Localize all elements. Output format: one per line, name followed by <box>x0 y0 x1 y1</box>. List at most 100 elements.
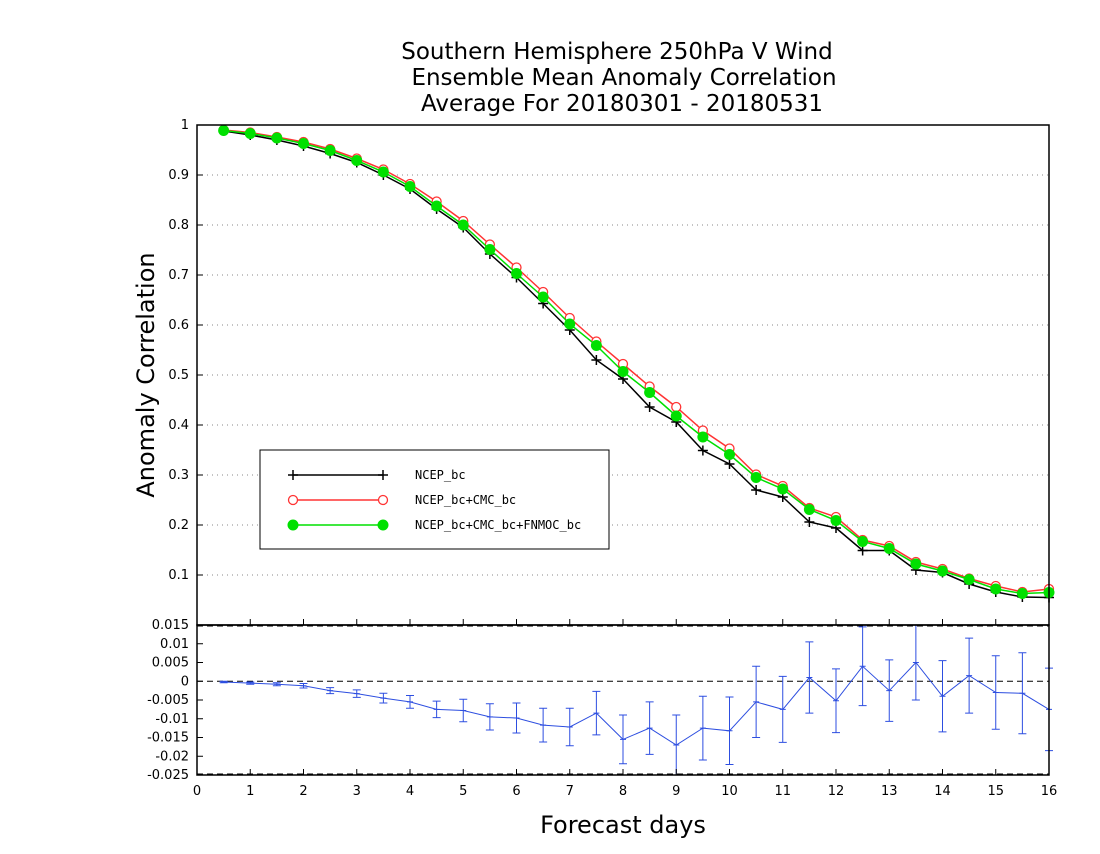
x-tick-label: 12 <box>828 784 845 799</box>
chart-title-line-2: Ensemble Mean Anomaly Correlation <box>411 65 836 91</box>
series-point <box>857 545 868 556</box>
error-bar <box>938 660 947 733</box>
top-y-tick-label: 0.7 <box>168 268 189 283</box>
x-tick-label: 5 <box>459 784 467 799</box>
legend-marker-right <box>377 519 389 531</box>
x-tick-label: 7 <box>566 784 574 799</box>
error-bar <box>885 659 894 722</box>
series-point <box>883 543 895 554</box>
series-point <box>404 181 416 192</box>
bottom-plot-series <box>219 624 1053 776</box>
series-point <box>670 410 682 422</box>
error-bar <box>432 700 441 719</box>
chart-title-line-1: Southern Hemisphere 250hPa V Wind <box>401 39 832 65</box>
series-point <box>484 244 496 255</box>
series-point <box>644 402 655 412</box>
legend: NCEP_bc NCEP_bc+CMC_bc NCEP_bc+CMC_bc+FNMO… <box>259 449 610 550</box>
top-y-tick-label: 0.6 <box>168 318 189 333</box>
error-bar <box>965 637 974 714</box>
error-bar <box>778 675 787 743</box>
bottom-y-tick-label: -0.015 <box>147 731 189 746</box>
series-point <box>697 431 709 443</box>
series-point <box>271 132 283 144</box>
legend-marker-right <box>378 470 388 480</box>
series-point <box>244 128 256 139</box>
legend-items: NCEP_bc NCEP_bc+CMC_bc NCEP_bc+CMC_bc+FNMO… <box>287 468 581 532</box>
error-bar <box>1018 652 1027 735</box>
bottom-y-tick-label: 0.015 <box>152 618 189 633</box>
error-bar <box>379 692 388 704</box>
bottom-y-tick-label: -0.005 <box>147 693 189 708</box>
series-point <box>671 401 682 413</box>
error-bar <box>246 681 255 685</box>
series-point <box>564 318 576 330</box>
series-point <box>431 200 443 212</box>
error-bar <box>485 703 494 731</box>
series-point <box>937 565 948 577</box>
error-bar <box>832 668 840 734</box>
series-point <box>457 219 469 231</box>
difference-series <box>219 624 1053 776</box>
x-tick-label: 2 <box>299 784 307 799</box>
series-point <box>511 268 522 279</box>
legend-marker-right <box>377 494 389 506</box>
series-point <box>697 445 708 456</box>
x-tick-label: 4 <box>406 784 414 799</box>
series-point <box>857 536 869 547</box>
difference-line <box>223 661 1050 746</box>
top-plot-series <box>218 124 1055 603</box>
error-bar <box>512 702 521 734</box>
error-bar <box>326 687 335 695</box>
top-y-tick-label: 0.5 <box>168 368 189 383</box>
series-point <box>963 574 975 585</box>
x-tick-label: 11 <box>774 784 791 799</box>
legend-marker-left <box>288 470 298 480</box>
error-bar <box>299 683 308 689</box>
error-bar <box>698 695 707 761</box>
series-point <box>218 125 230 136</box>
error-bar <box>219 680 228 684</box>
error-bar <box>805 641 814 714</box>
error-bar <box>991 655 1000 730</box>
error-bar <box>619 714 627 765</box>
legend-marker-left <box>287 519 299 531</box>
legend-label: NCEP_bc <box>415 468 466 482</box>
chart-title-line-3: Average For 20180301 - 20180531 <box>421 91 823 117</box>
x-axis-title: Forecast days <box>540 811 706 839</box>
bottom-y-tick-label: -0.01 <box>155 712 189 727</box>
top-y-tick-label: 0.2 <box>168 518 189 533</box>
error-bar <box>858 626 867 707</box>
series-point <box>804 517 815 527</box>
top-plot-y-axis: 0.1 0.2 0.3 0.4 0.5 0.6 0.7 0.8 0.9 1 <box>168 118 203 583</box>
x-tick-label: 16 <box>1041 784 1058 799</box>
x-tick-label: 8 <box>619 784 627 799</box>
y-axis-title: Anomaly Correlation <box>132 252 160 497</box>
series-point <box>324 145 336 156</box>
bottom-y-tick-label: -0.02 <box>155 749 189 764</box>
series-point <box>537 291 549 303</box>
x-tick-label: 10 <box>721 784 738 799</box>
series-point <box>617 366 629 377</box>
top-y-tick-label: 0.3 <box>168 468 189 483</box>
top-y-tick-label: 0.9 <box>168 168 189 183</box>
error-bar <box>645 701 654 755</box>
top-y-tick-label: 0.4 <box>168 418 189 433</box>
bottom-y-tick-label: 0.005 <box>152 656 189 671</box>
series-point <box>803 504 815 515</box>
x-tick-label: 14 <box>934 784 951 799</box>
series-point <box>910 558 922 570</box>
series-point <box>377 166 389 178</box>
legend-item-1: NCEP_bc+CMC_bc <box>287 493 516 507</box>
legend-item-0: NCEP_bc <box>288 468 466 482</box>
series-point <box>724 459 735 469</box>
legend-marker-left <box>287 494 299 506</box>
series-point <box>830 515 842 526</box>
error-bar <box>539 707 548 743</box>
error-bar <box>725 696 734 765</box>
top-y-tick-label: 0.8 <box>168 218 189 233</box>
x-tick-label: 13 <box>881 784 898 799</box>
error-bar <box>406 695 414 709</box>
top-y-tick-label: 0.1 <box>168 568 189 583</box>
